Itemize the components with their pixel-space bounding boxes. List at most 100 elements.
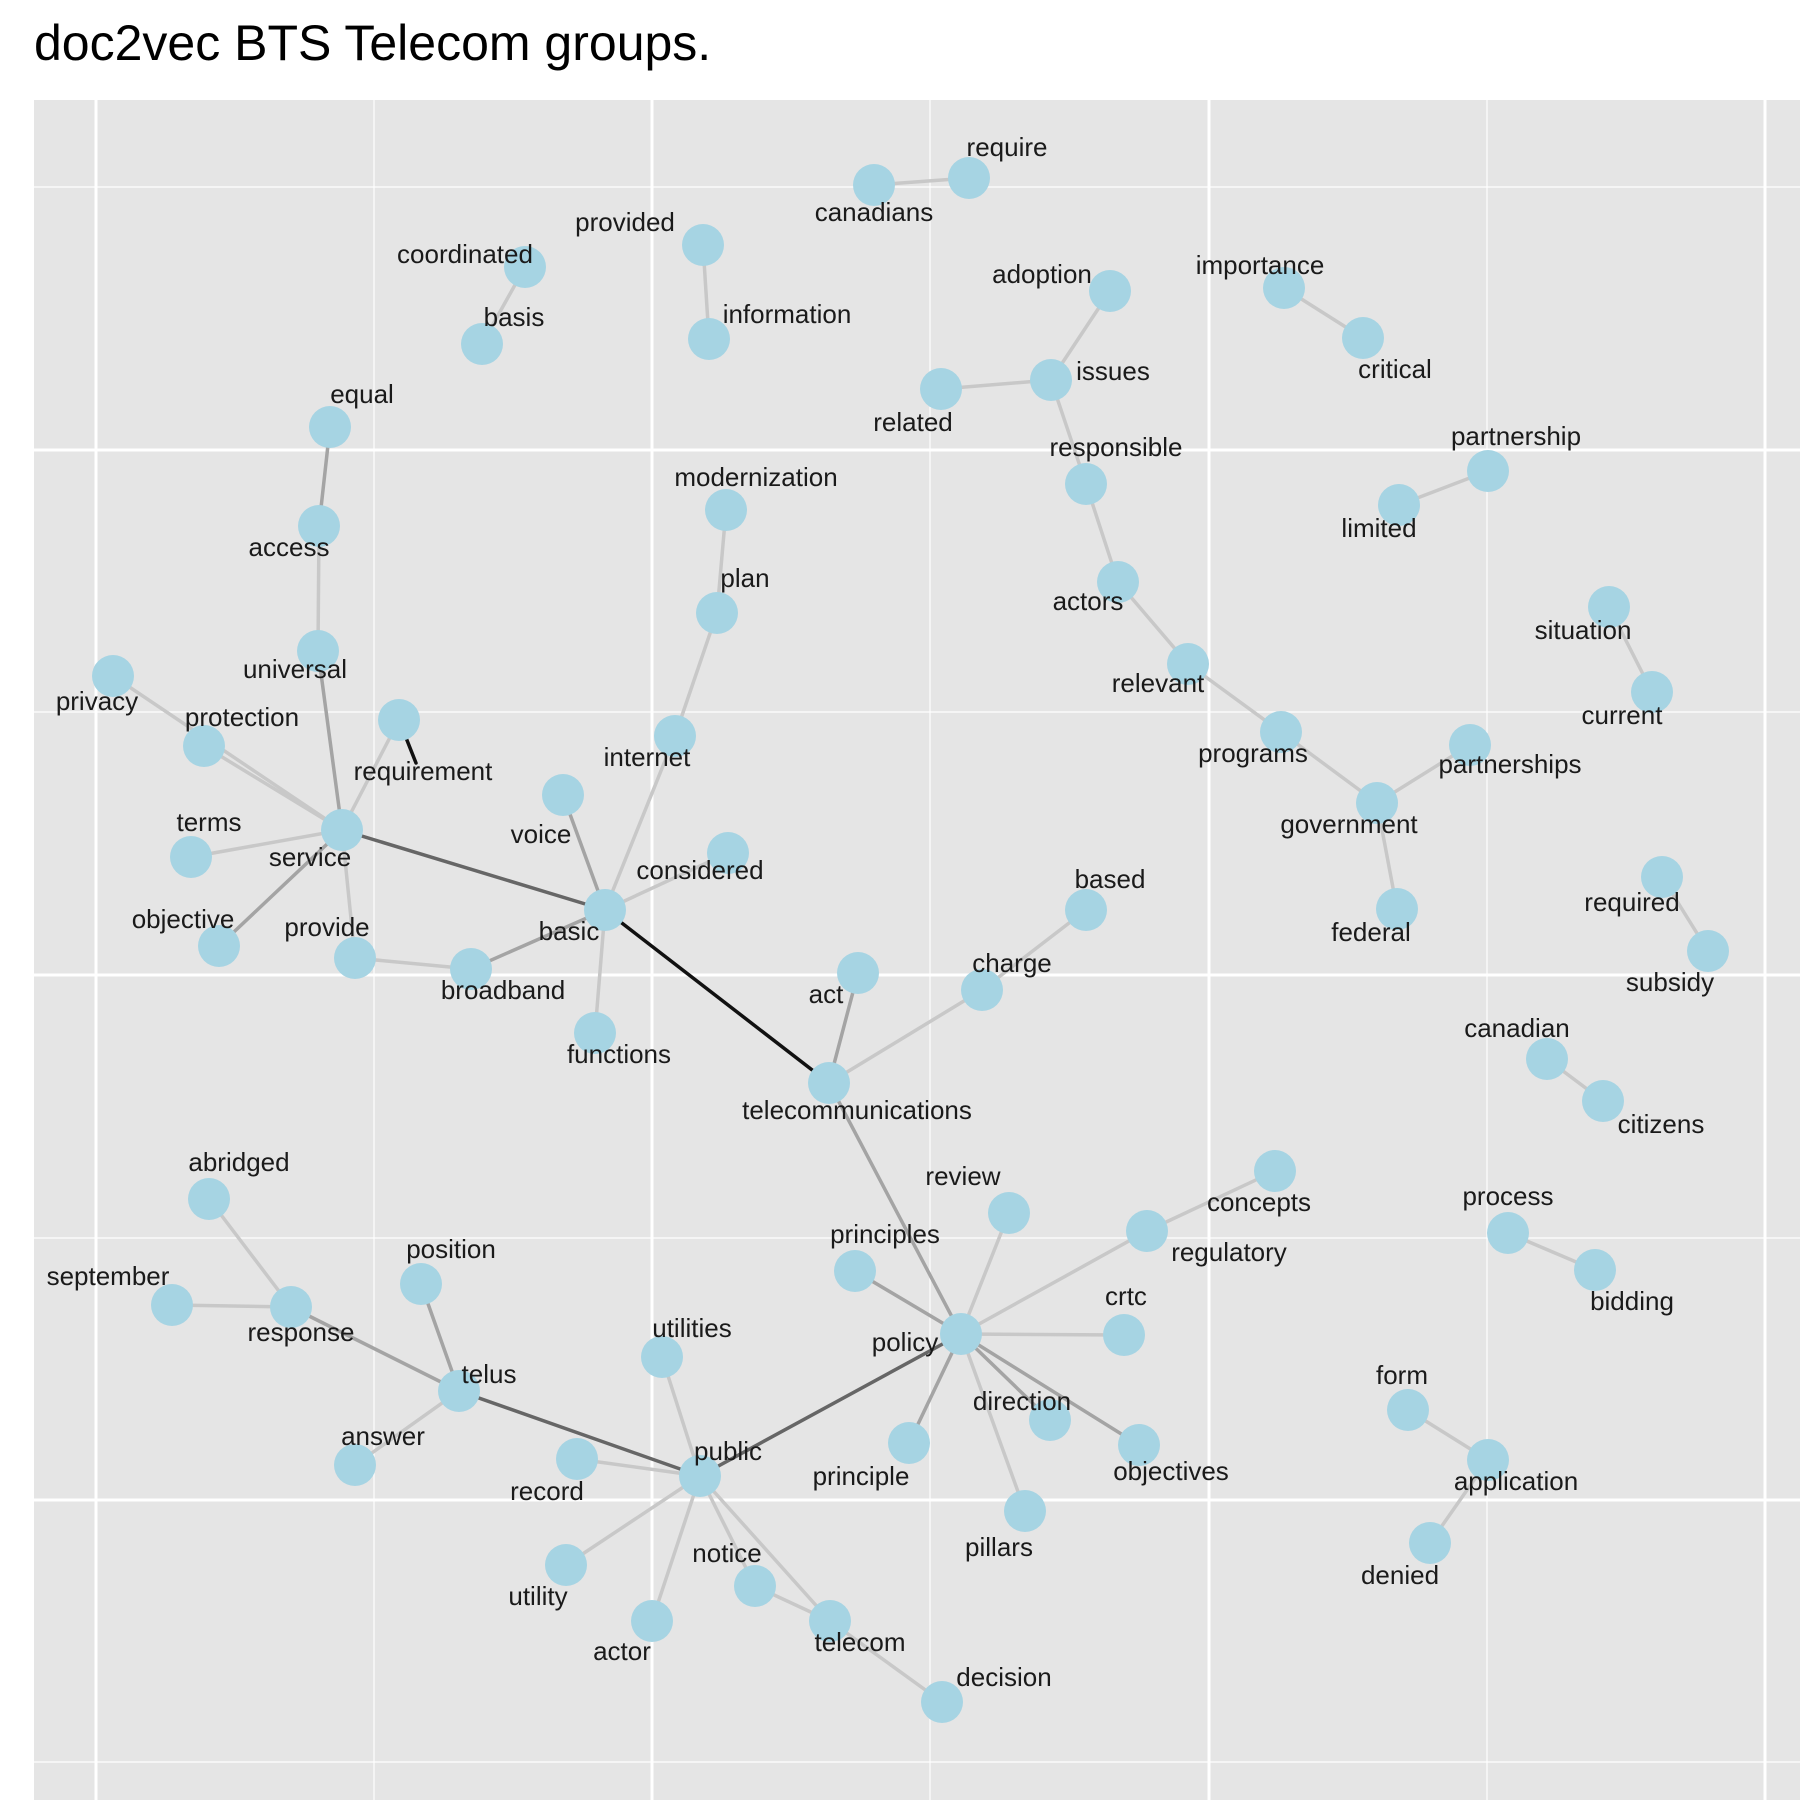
- node-government: [1356, 782, 1398, 824]
- node-canadians: [853, 164, 895, 206]
- node-label-equal: equal: [330, 379, 394, 409]
- node-policy: [940, 1313, 982, 1355]
- node-modernization: [705, 489, 747, 531]
- node-plan: [696, 592, 738, 634]
- node-telus: [438, 1370, 480, 1412]
- node-telecom: [809, 1600, 851, 1642]
- node-canadian: [1526, 1038, 1568, 1080]
- node-label-notice: notice: [692, 1538, 761, 1568]
- node-telecommunications: [808, 1062, 850, 1104]
- node-label-canadian: canadian: [1464, 1013, 1570, 1043]
- node-public: [679, 1455, 721, 1497]
- node-label-basis: basis: [484, 302, 545, 332]
- node-universal: [297, 630, 339, 672]
- node-label-pillars: pillars: [965, 1532, 1033, 1562]
- node-label-act: act: [809, 979, 844, 1009]
- node-citizens: [1582, 1080, 1624, 1122]
- edge-answer-telus: [353, 1389, 461, 1467]
- node-basis: [461, 323, 503, 365]
- node-label-responsible: responsible: [1050, 432, 1183, 462]
- node-equal: [309, 406, 351, 448]
- node-label-actor: actor: [593, 1636, 651, 1666]
- node-objectives: [1118, 1424, 1160, 1466]
- node-response: [270, 1286, 312, 1328]
- node-label-terms: terms: [177, 807, 242, 837]
- node-issues: [1030, 359, 1072, 401]
- node-record: [556, 1438, 598, 1480]
- node-form: [1387, 1389, 1429, 1431]
- node-concepts: [1254, 1150, 1296, 1192]
- node-voice: [542, 774, 584, 816]
- node-responsible: [1065, 463, 1107, 505]
- node-label-modernization: modernization: [674, 462, 837, 492]
- node-label-provide: provide: [284, 912, 369, 942]
- node-label-partnerships: partnerships: [1438, 749, 1581, 779]
- nodes-layer: [92, 157, 1729, 1723]
- node-september: [151, 1284, 193, 1326]
- node-label-require: require: [967, 132, 1048, 162]
- node-label-review: review: [925, 1161, 1000, 1191]
- node-internet: [654, 715, 696, 757]
- node-pillars: [1004, 1490, 1046, 1532]
- node-label-required: required: [1584, 887, 1679, 917]
- edge-plan-internet: [673, 611, 719, 738]
- node-required: [1641, 856, 1683, 898]
- node-label-record: record: [510, 1476, 584, 1506]
- node-label-federal: federal: [1331, 917, 1411, 947]
- node-label-importance: importance: [1196, 250, 1325, 280]
- node-principles: [834, 1250, 876, 1292]
- node-label-bidding: bidding: [1590, 1286, 1674, 1316]
- node-label-application: application: [1454, 1466, 1578, 1496]
- node-label-decision: decision: [956, 1662, 1051, 1692]
- node-label-principles: principles: [830, 1219, 940, 1249]
- edge-broadband-basic: [469, 908, 607, 971]
- node-label-response: response: [248, 1317, 355, 1347]
- edge-public-telecom: [698, 1474, 832, 1623]
- node-utility: [545, 1544, 587, 1586]
- node-abridged: [188, 1178, 230, 1220]
- edge-protection-service: [202, 744, 344, 832]
- node-based: [1065, 889, 1107, 931]
- node-privacy: [92, 655, 134, 697]
- node-label-policy: policy: [872, 1327, 938, 1357]
- node-requirement: [378, 699, 420, 741]
- edge-terms-service: [189, 828, 344, 859]
- node-label-functions: functions: [567, 1039, 671, 1069]
- node-label-concepts: concepts: [1207, 1187, 1311, 1217]
- node-direction: [1029, 1399, 1071, 1441]
- edge-internet-basic: [603, 734, 677, 912]
- node-regulatory: [1126, 1210, 1168, 1252]
- node-terms: [170, 836, 212, 878]
- node-charge: [961, 969, 1003, 1011]
- node-position: [400, 1263, 442, 1305]
- node-label-september: september: [47, 1261, 170, 1291]
- node-label-principle: principle: [813, 1461, 910, 1491]
- node-critical: [1342, 317, 1384, 359]
- node-coordinated: [504, 246, 546, 288]
- edge-privacy-service: [111, 674, 344, 832]
- node-label-universal: universal: [243, 654, 347, 684]
- node-process: [1487, 1212, 1529, 1254]
- labels-layer: requirecanadianscoordinatedbasisprovided…: [47, 132, 1715, 1692]
- node-label-telus: telus: [462, 1359, 517, 1389]
- edge-crtc-policy: [959, 1332, 1126, 1337]
- node-answer: [334, 1444, 376, 1486]
- node-label-situation: situation: [1535, 615, 1632, 645]
- node-service: [321, 809, 363, 851]
- node-label-abridged: abridged: [188, 1147, 289, 1177]
- node-principle: [888, 1422, 930, 1464]
- node-application: [1467, 1439, 1509, 1481]
- node-label-canadians: canadians: [815, 197, 934, 227]
- node-label-partnership: partnership: [1451, 421, 1581, 451]
- node-label-current: current: [1582, 700, 1664, 730]
- edge-based-charge: [980, 908, 1088, 992]
- node-label-protection: protection: [185, 702, 299, 732]
- node-denied: [1409, 1522, 1451, 1564]
- edge-basic-telecommunications: [603, 908, 831, 1085]
- node-functions: [574, 1012, 616, 1054]
- node-label-subsidy: subsidy: [1626, 967, 1714, 997]
- edge-response-telus: [289, 1305, 461, 1393]
- node-label-public: public: [694, 1436, 762, 1466]
- node-label-direction: direction: [973, 1386, 1071, 1416]
